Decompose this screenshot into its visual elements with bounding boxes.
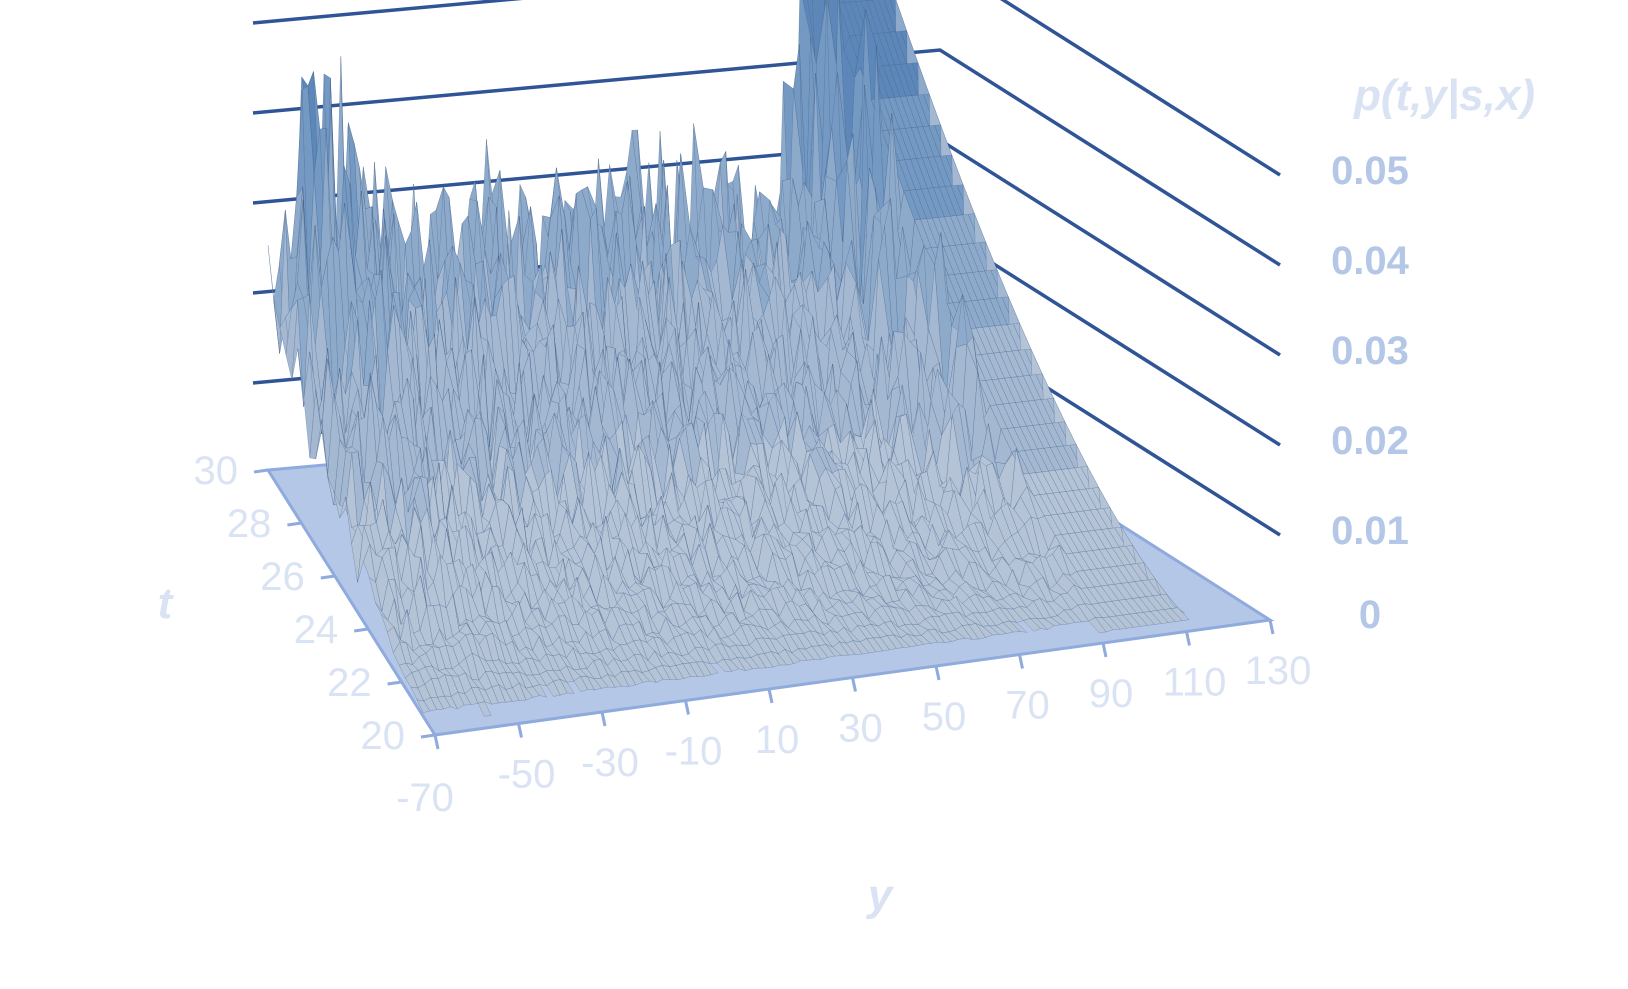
y-tick-label: 10 [755,718,800,762]
y-tick-mark [769,689,772,703]
y-tick-label: 130 [1245,649,1312,693]
y-tick-mark [519,724,522,738]
t-tick-label: 28 [227,502,272,546]
y-tick-mark [602,712,605,726]
y-tick-label: 70 [1005,684,1050,728]
y-tick-label: -30 [581,741,639,785]
t-tick-label: 24 [294,608,339,652]
z-tick-label: 0.05 [1331,149,1409,193]
y-tick-mark [936,666,939,680]
surface-mesh [268,0,1189,716]
y-tick-label: 90 [1089,672,1134,716]
y-tick-mark [686,701,689,715]
t-tick-mark [421,735,435,737]
y-tick-label: -50 [498,753,556,797]
y-tick-mark [1270,620,1273,634]
t-tick-label: 20 [361,714,406,758]
y-tick-mark [435,735,438,749]
z-tick-label: 0.02 [1331,419,1409,463]
y-tick-mark [1103,643,1106,657]
y-tick-label: -70 [396,776,454,820]
t-axis-title: t [158,579,175,628]
y-axis-title: y [866,871,895,920]
t-tick-label: 30 [194,449,239,493]
y-tick-label: -10 [665,730,723,774]
y-tick-mark [853,678,856,692]
y-tick-label: 30 [838,707,883,751]
gridline-0.05 [253,0,1280,175]
t-tick-mark [254,470,268,472]
t-tick-mark [388,682,402,684]
z-tick-label: 0.03 [1331,329,1409,373]
z-axis-title: p(t,y|s,x) [1353,71,1535,120]
y-tick-label: 110 [1163,661,1227,705]
z-tick-label: 0.04 [1331,239,1410,283]
t-tick-mark [287,523,301,525]
z-tick-label: 0 [1359,593,1381,637]
y-tick-mark [1187,632,1190,646]
t-tick-label: 26 [260,555,305,599]
y-tick-mark [1020,655,1023,669]
y-tick-label: 50 [922,695,967,739]
t-tick-label: 22 [327,661,372,705]
t-tick-mark [354,629,368,631]
t-tick-mark [321,576,335,578]
z-tick-label: 0.01 [1331,509,1409,553]
